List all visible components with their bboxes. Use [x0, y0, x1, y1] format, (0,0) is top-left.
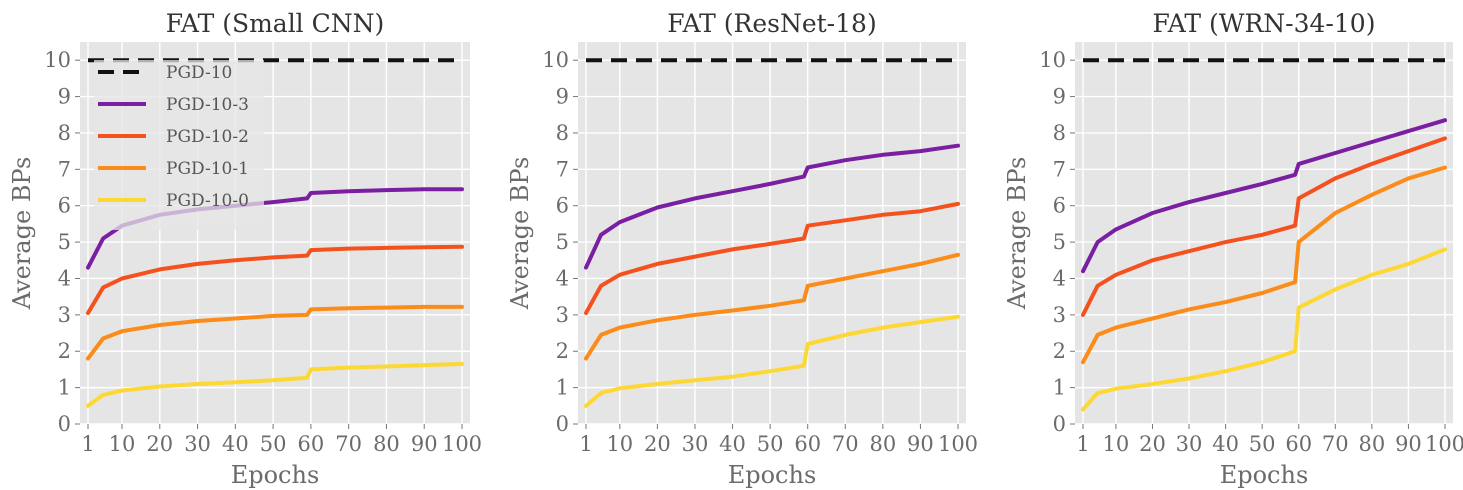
- x-tick-label: 10: [109, 432, 136, 456]
- y-tick-label: 9: [58, 85, 71, 109]
- chart-title: FAT (ResNet-18): [667, 9, 876, 38]
- series-line-pgd-10-3: [584, 143, 960, 270]
- y-tick-label: 8: [1053, 121, 1066, 145]
- series-line-pgd-10-2: [1081, 136, 1447, 317]
- series-line-pgd-10-1: [86, 304, 464, 361]
- x-tick-label: 80: [1359, 432, 1386, 456]
- x-tick-label: 20: [644, 432, 671, 456]
- x-tick-label: 40: [1212, 432, 1239, 456]
- x-tick-label: 90: [1395, 432, 1422, 456]
- x-tick-label: 70: [335, 432, 362, 456]
- x-tick-label: 40: [719, 432, 746, 456]
- y-tick-label: 9: [1053, 85, 1066, 109]
- x-tick-label: 60: [1285, 432, 1312, 456]
- x-tick-label: 100: [442, 432, 482, 456]
- x-tick-label: 60: [794, 432, 821, 456]
- x-tick-label: 50: [260, 432, 287, 456]
- y-axis-label: Average BPs: [506, 157, 534, 311]
- y-tick-label: 8: [58, 121, 71, 145]
- x-tick-label: 20: [1139, 432, 1166, 456]
- y-tick-label: 6: [556, 194, 569, 218]
- x-tick-label: 100: [938, 432, 978, 456]
- y-tick-label: 7: [556, 157, 569, 181]
- y-tick-label: 2: [1053, 339, 1066, 363]
- y-tick-label: 3: [556, 303, 569, 327]
- x-tick-label: 10: [1103, 432, 1130, 456]
- y-tick-label: 8: [556, 121, 569, 145]
- y-tick-label: 2: [58, 339, 71, 363]
- y-tick-label: 4: [1053, 266, 1066, 290]
- y-tick-label: 1: [556, 376, 569, 400]
- x-tick-label: 1: [81, 432, 94, 456]
- y-tick-label: 9: [556, 85, 569, 109]
- x-axis-label: Epochs: [728, 461, 817, 489]
- y-tick-label: 3: [58, 303, 71, 327]
- y-tick-label: 2: [556, 339, 569, 363]
- series-line-pgd-10-1: [1081, 165, 1447, 365]
- y-tick-label: 6: [1053, 194, 1066, 218]
- legend-label: PGD-10-3: [166, 95, 249, 115]
- series-line-pgd-10-0: [1081, 247, 1447, 412]
- legend: PGD-10 PGD-10-3 PGD-10-2 PGD-10-1 PGD-10-0: [94, 60, 264, 230]
- y-tick-label: 1: [58, 376, 71, 400]
- x-tick-label: 30: [1176, 432, 1203, 456]
- y-tick-label: 10: [542, 48, 569, 72]
- y-tick-label: 3: [1053, 303, 1066, 327]
- x-tick-label: 1: [1076, 432, 1089, 456]
- y-tick-label: 5: [58, 230, 71, 254]
- x-tick-label: 50: [1249, 432, 1276, 456]
- y-tick-label: 7: [58, 157, 71, 181]
- series-line-pgd-10-2: [584, 201, 960, 315]
- legend-label: PGD-10-0: [166, 191, 249, 211]
- x-tick-label: 30: [682, 432, 709, 456]
- y-tick-label: 10: [44, 48, 71, 72]
- y-tick-label: 0: [58, 412, 71, 436]
- y-tick-label: 7: [1053, 157, 1066, 181]
- x-tick-label: 80: [869, 432, 896, 456]
- y-axis-label: Average BPs: [8, 157, 36, 311]
- x-tick-label: 70: [832, 432, 859, 456]
- legend-label: PGD-10: [166, 63, 232, 83]
- y-tick-label: 4: [556, 266, 569, 290]
- x-tick-label: 70: [1322, 432, 1349, 456]
- y-tick-label: 4: [58, 266, 71, 290]
- x-tick-label: 50: [757, 432, 784, 456]
- legend-label: PGD-10-2: [166, 127, 249, 147]
- y-tick-label: 5: [1053, 230, 1066, 254]
- x-tick-label: 1: [579, 432, 592, 456]
- series-line-pgd-10-3: [1081, 118, 1447, 274]
- y-tick-label: 0: [1053, 412, 1066, 436]
- x-tick-label: 20: [146, 432, 173, 456]
- y-tick-label: 1: [1053, 376, 1066, 400]
- series-line-pgd-10-2: [86, 244, 464, 315]
- x-tick-label: 60: [298, 432, 325, 456]
- chart-title: FAT (Small CNN): [166, 9, 385, 38]
- y-tick-label: 5: [556, 230, 569, 254]
- series-line-pgd-10-1: [584, 252, 960, 361]
- y-tick-label: 10: [1039, 48, 1066, 72]
- x-axis-label: Epochs: [231, 461, 320, 489]
- series-line-pgd-10-0: [86, 362, 464, 408]
- x-tick-label: 100: [1425, 432, 1463, 456]
- series-line-pgd-10-0: [584, 314, 960, 408]
- x-axis-label: Epochs: [1220, 461, 1309, 489]
- x-tick-label: 90: [907, 432, 934, 456]
- chart-title: FAT (WRN-34-10): [1153, 9, 1376, 38]
- x-tick-label: 40: [222, 432, 249, 456]
- y-axis-label: Average BPs: [1003, 157, 1031, 311]
- y-tick-label: 0: [556, 412, 569, 436]
- x-tick-label: 90: [411, 432, 438, 456]
- plot-area: [578, 42, 966, 424]
- x-tick-label: 80: [373, 432, 400, 456]
- x-tick-label: 10: [606, 432, 633, 456]
- y-tick-label: 6: [58, 194, 71, 218]
- x-tick-label: 30: [184, 432, 211, 456]
- legend-label: PGD-10-1: [166, 159, 249, 179]
